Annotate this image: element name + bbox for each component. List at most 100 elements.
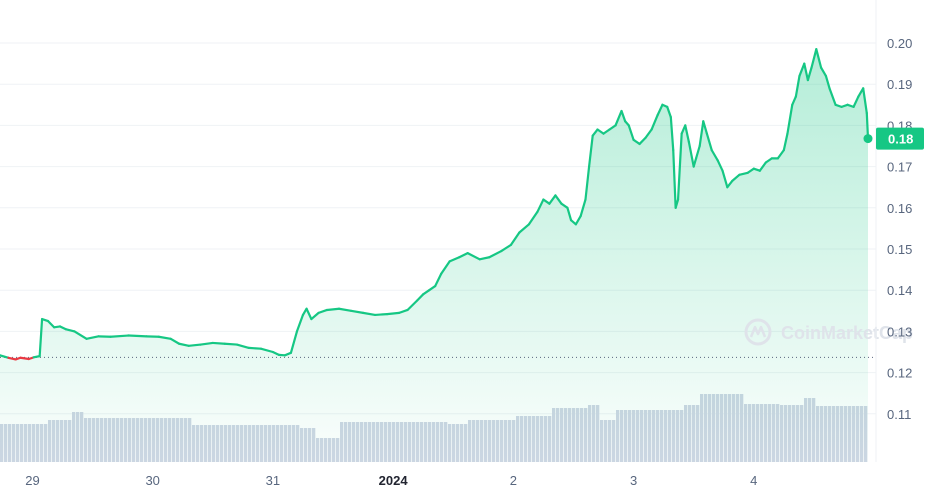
price-segment [638, 136, 647, 146]
price-segment [305, 307, 313, 321]
price-segment [776, 149, 785, 160]
price-segment [574, 214, 582, 226]
price-segment [791, 95, 797, 106]
price-segment [416, 293, 425, 302]
price-segment [223, 342, 238, 346]
price-segment [46, 320, 56, 329]
current-price-dot [863, 134, 873, 144]
price-segment [803, 62, 809, 82]
price-segment [38, 317, 44, 358]
price-segment [620, 109, 627, 123]
price-segment [798, 62, 806, 78]
price-segment [211, 341, 226, 345]
price-area-fill [0, 49, 868, 462]
y-axis: 0.20 0.19 0.18 0.17 0.16 0.15 0.14 0.13 0.12 0.11 [875, 0, 912, 462]
y-tick-label: 0.15 [887, 242, 912, 257]
price-segment [73, 330, 88, 340]
x-axis: 29 30 31 2024 2 3 4 [25, 473, 757, 488]
price-segment [536, 198, 545, 214]
price-segment [157, 335, 172, 340]
price-segment [509, 231, 521, 246]
price-segment [684, 124, 690, 143]
price-segment [518, 223, 531, 234]
price-segment [614, 109, 623, 127]
y-tick-label: 0.11 [887, 407, 911, 422]
price-segment [824, 74, 831, 90]
price-segment [19, 356, 30, 361]
price-segment [731, 173, 741, 183]
price-segment [440, 260, 451, 275]
price-segment [584, 165, 591, 201]
price-segment [794, 74, 801, 98]
price-segment [317, 308, 329, 314]
price-segment [349, 309, 365, 314]
y-tick-label: 0.20 [887, 36, 912, 51]
price-segment [828, 87, 837, 106]
price-segment [579, 198, 587, 218]
current-price-text: 0.18 [888, 132, 913, 147]
x-tick-label: 31 [266, 473, 280, 488]
price-segment [434, 272, 443, 288]
price-segment [702, 120, 709, 135]
price-segment [676, 132, 683, 201]
price-segment [127, 334, 148, 338]
watermark: CoinMarketCap [744, 318, 913, 346]
price-segment [560, 202, 569, 209]
price-segment [65, 328, 76, 333]
current-price-badge [876, 127, 924, 150]
price-segment [199, 341, 214, 346]
price-segment [596, 128, 605, 135]
price-segment [422, 289, 431, 296]
current-price-tag: 0.18 [863, 127, 924, 150]
price-segment [169, 337, 181, 345]
price-segment [0, 354, 10, 359]
y-tick-label: 0.14 [887, 283, 912, 298]
coinmarketcap-logo-icon [744, 318, 772, 346]
price-segment [59, 325, 68, 331]
price-segment [627, 124, 635, 141]
y-tick-label: 0.12 [887, 366, 912, 381]
x-tick-label: 2 [510, 473, 517, 488]
price-segment [705, 132, 713, 152]
price-segment [542, 198, 551, 205]
price-segment [721, 169, 729, 189]
price-segment [786, 103, 794, 135]
price-segment [815, 48, 823, 69]
price-segment [386, 311, 401, 316]
price-segment [235, 343, 250, 349]
price-segment [448, 256, 461, 263]
y-tick-label: 0.17 [887, 160, 912, 175]
price-segment [259, 347, 275, 354]
price-segment [656, 103, 664, 117]
price-segment [602, 128, 611, 135]
price-segment [716, 159, 724, 172]
price-segment [632, 138, 641, 146]
price-segment [674, 198, 680, 209]
y-tick-label: 0.13 [887, 324, 912, 339]
x-tick-label: 3 [630, 473, 637, 488]
price-segment [289, 330, 299, 354]
price-segment [247, 346, 262, 350]
price-segment [478, 256, 491, 261]
price-segment [694, 144, 701, 160]
y-tick-label: 0.16 [887, 201, 912, 216]
price-segment [109, 334, 130, 338]
price-segment [488, 249, 503, 259]
price-segment [466, 252, 481, 261]
price-segment [738, 171, 749, 176]
price-segment [548, 194, 557, 205]
price-segment [852, 95, 860, 108]
price-segment [650, 113, 659, 131]
price-segment [271, 350, 281, 356]
price-segment [500, 243, 513, 253]
x-tick-label: 29 [25, 473, 39, 488]
price-segment [764, 157, 773, 164]
price-segment [758, 161, 767, 172]
price-segment [428, 284, 437, 292]
price-segment [406, 299, 419, 312]
price-segment [666, 105, 672, 119]
price-segment [782, 132, 789, 152]
price-segment [806, 66, 813, 82]
x-tick-label: 30 [145, 473, 159, 488]
price-segment [820, 66, 828, 78]
